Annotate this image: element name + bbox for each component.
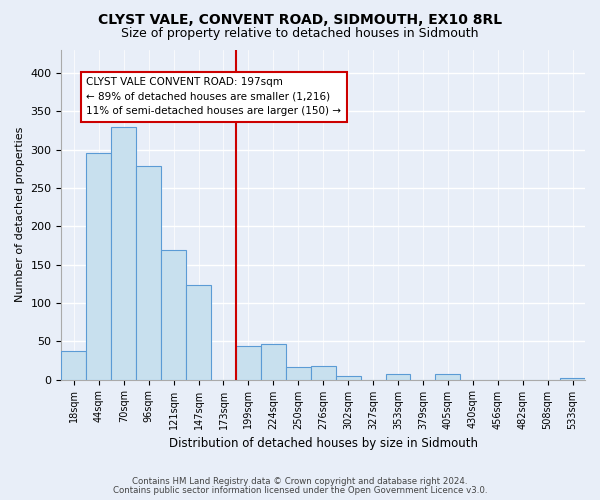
Bar xyxy=(86,152,111,380)
Text: CLYST VALE CONVENT ROAD: 197sqm
← 89% of detached houses are smaller (1,216)
11%: CLYST VALE CONVENT ROAD: 197sqm ← 89% of… xyxy=(86,77,341,116)
Bar xyxy=(311,366,335,380)
Bar xyxy=(136,166,161,380)
Text: Contains HM Land Registry data © Crown copyright and database right 2024.: Contains HM Land Registry data © Crown c… xyxy=(132,477,468,486)
Text: Contains public sector information licensed under the Open Government Licence v3: Contains public sector information licen… xyxy=(113,486,487,495)
Bar xyxy=(335,376,361,380)
Bar xyxy=(286,366,311,380)
Bar xyxy=(161,250,186,380)
Bar xyxy=(111,128,136,380)
Text: Size of property relative to detached houses in Sidmouth: Size of property relative to detached ho… xyxy=(121,28,479,40)
Bar xyxy=(386,374,410,380)
X-axis label: Distribution of detached houses by size in Sidmouth: Distribution of detached houses by size … xyxy=(169,437,478,450)
Bar xyxy=(61,351,86,380)
Bar xyxy=(186,284,211,380)
Bar xyxy=(236,346,261,380)
Text: CLYST VALE, CONVENT ROAD, SIDMOUTH, EX10 8RL: CLYST VALE, CONVENT ROAD, SIDMOUTH, EX10… xyxy=(98,12,502,26)
Y-axis label: Number of detached properties: Number of detached properties xyxy=(15,127,25,302)
Bar xyxy=(261,344,286,380)
Bar xyxy=(436,374,460,380)
Bar xyxy=(560,378,585,380)
